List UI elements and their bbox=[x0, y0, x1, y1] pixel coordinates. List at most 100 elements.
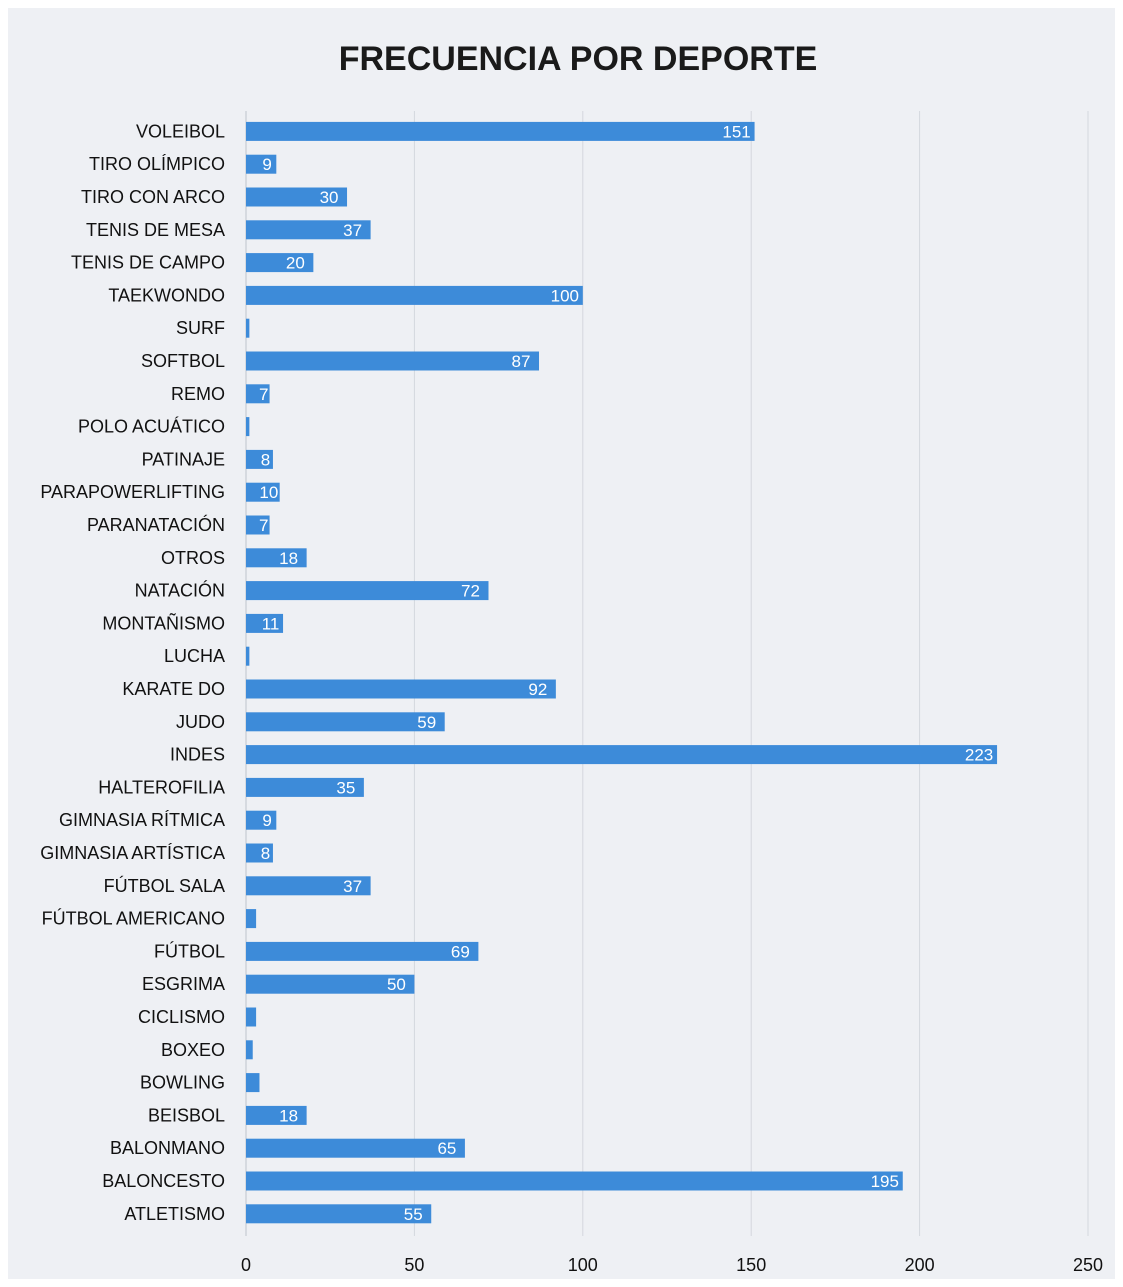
bar bbox=[246, 745, 998, 765]
bar bbox=[246, 679, 556, 699]
data-label: 9 bbox=[262, 811, 271, 830]
data-label: 59 bbox=[417, 713, 436, 732]
data-label: 10 bbox=[259, 483, 278, 502]
category-label: TIRO OLÍMPICO bbox=[89, 154, 225, 174]
data-label: 195 bbox=[871, 1172, 899, 1191]
category-label: FÚTBOL SALA bbox=[104, 875, 225, 896]
category-label: TENIS DE CAMPO bbox=[71, 253, 225, 273]
x-tick-label: 250 bbox=[1073, 1255, 1103, 1275]
category-label: PATINAJE bbox=[142, 449, 225, 469]
bar bbox=[246, 318, 250, 338]
category-label: TIRO CON ARCO bbox=[81, 187, 225, 207]
data-label: 7 bbox=[259, 516, 268, 535]
bar bbox=[246, 909, 257, 929]
data-label: 65 bbox=[437, 1139, 456, 1158]
category-label: ESGRIMA bbox=[142, 974, 225, 994]
data-label: 18 bbox=[279, 549, 298, 568]
data-label: 11 bbox=[262, 614, 280, 633]
category-label: CICLISMO bbox=[138, 1007, 225, 1027]
category-label: MONTAÑISMO bbox=[102, 612, 225, 633]
category-label: TENIS DE MESA bbox=[86, 220, 225, 240]
category-label: BEISBOL bbox=[148, 1105, 225, 1125]
category-label: POLO ACUÁTICO bbox=[78, 417, 225, 437]
category-label: VOLEIBOL bbox=[136, 121, 225, 141]
data-label: 7 bbox=[259, 385, 268, 404]
category-label: BALONMANO bbox=[110, 1138, 225, 1158]
data-label: 37 bbox=[343, 877, 362, 896]
bar bbox=[246, 187, 348, 207]
bar bbox=[246, 220, 371, 240]
bar bbox=[246, 482, 280, 502]
category-label: FÚTBOL bbox=[154, 940, 225, 961]
data-label: 223 bbox=[965, 746, 993, 765]
bar bbox=[246, 810, 277, 830]
data-label: 9 bbox=[262, 155, 271, 174]
data-label: 55 bbox=[404, 1205, 423, 1224]
bar-chart: 0 50 100 150 200 250 VOLEIBOL 151 TIRO OLÍMPICO 9… bbox=[40, 111, 1103, 1275]
bar bbox=[246, 1105, 307, 1125]
bar bbox=[246, 285, 583, 305]
category-label: FÚTBOL AMERICANO bbox=[42, 908, 225, 929]
data-label: 50 bbox=[387, 975, 406, 994]
bar bbox=[246, 581, 489, 601]
bar bbox=[246, 1073, 260, 1093]
data-label: 92 bbox=[528, 680, 547, 699]
x-tick-label: 200 bbox=[905, 1255, 935, 1275]
data-label: 8 bbox=[261, 450, 270, 469]
category-label: GIMNASIA ARTÍSTICA bbox=[40, 843, 225, 863]
bar bbox=[246, 974, 415, 994]
bar bbox=[246, 351, 540, 371]
data-label: 30 bbox=[320, 188, 339, 207]
data-label: 35 bbox=[336, 778, 355, 797]
category-label: PARANATACIÓN bbox=[87, 514, 225, 535]
category-label: BALONCESTO bbox=[102, 1171, 225, 1191]
chart-title: FRECUENCIA POR DEPORTE bbox=[338, 40, 818, 78]
bar bbox=[246, 876, 371, 896]
chart-area: FRECUENCIA POR DEPORTE 0 50 100 150 200 250 VO… bbox=[8, 8, 1115, 1279]
category-label: BOWLING bbox=[140, 1073, 225, 1093]
data-label: 8 bbox=[261, 844, 270, 863]
bar bbox=[246, 613, 284, 633]
x-tick-label: 150 bbox=[736, 1255, 766, 1275]
x-tick-label: 0 bbox=[241, 1255, 251, 1275]
bar bbox=[246, 1007, 257, 1027]
x-tick-label: 50 bbox=[404, 1255, 424, 1275]
bar bbox=[246, 777, 364, 797]
x-tick-label: 100 bbox=[568, 1255, 598, 1275]
category-label: KARATE DO bbox=[122, 679, 225, 699]
bar bbox=[246, 384, 270, 404]
category-label: ATLETISMO bbox=[124, 1204, 225, 1224]
category-label: REMO bbox=[171, 384, 225, 404]
data-label: 20 bbox=[286, 254, 305, 273]
category-label: SURF bbox=[176, 318, 225, 338]
bar bbox=[246, 1040, 253, 1060]
category-label: PARAPOWERLIFTING bbox=[40, 482, 225, 502]
category-label: GIMNASIA RÍTMICA bbox=[59, 810, 225, 830]
category-label: LUCHA bbox=[164, 646, 225, 666]
bar bbox=[246, 253, 314, 273]
category-label: NATACIÓN bbox=[135, 580, 225, 601]
bar bbox=[246, 646, 250, 666]
bar bbox=[246, 515, 270, 535]
bar bbox=[246, 843, 273, 863]
category-label: HALTEROFILIA bbox=[98, 777, 225, 797]
category-label: OTROS bbox=[161, 548, 225, 568]
bar bbox=[246, 121, 755, 141]
data-label: 72 bbox=[461, 582, 480, 601]
bar bbox=[246, 548, 307, 568]
data-label: 87 bbox=[512, 352, 531, 371]
bar bbox=[246, 1138, 465, 1158]
data-label: 37 bbox=[343, 221, 362, 240]
category-label: BOXEO bbox=[161, 1040, 225, 1060]
category-label: TAEKWONDO bbox=[108, 285, 225, 305]
data-label: 69 bbox=[451, 942, 470, 961]
bar bbox=[246, 1171, 903, 1191]
category-label: SOFTBOL bbox=[141, 351, 225, 371]
category-label: INDES bbox=[170, 745, 225, 765]
bar bbox=[246, 417, 250, 437]
data-label: 18 bbox=[279, 1106, 298, 1125]
bar bbox=[246, 941, 479, 961]
data-label: 151 bbox=[722, 122, 750, 141]
bar bbox=[246, 449, 273, 469]
bar bbox=[246, 154, 277, 174]
